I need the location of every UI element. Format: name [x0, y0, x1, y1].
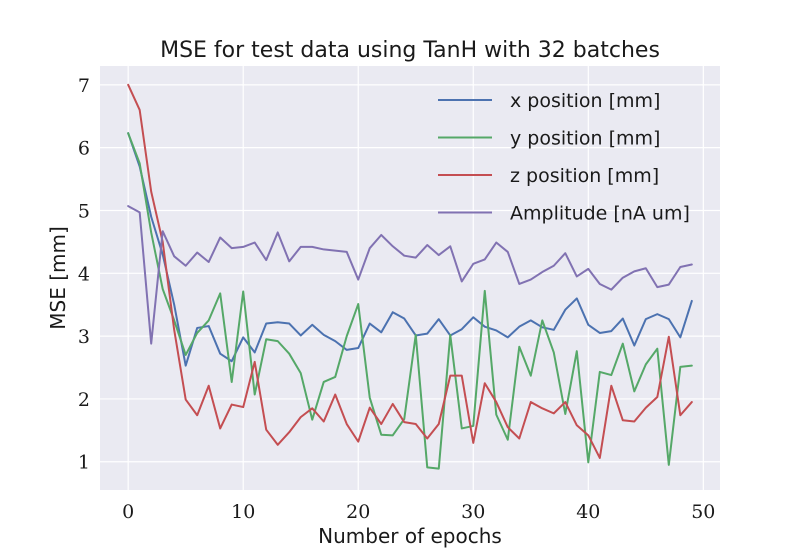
x-tick-label: 50 — [691, 501, 715, 523]
x-tick-label: 20 — [346, 501, 370, 523]
series-line-2 — [127, 83, 693, 459]
series-line-1 — [127, 132, 693, 470]
legend-label: y position [mm] — [510, 128, 660, 150]
legend-label: Amplitude [nA um] — [510, 203, 690, 225]
plot-background — [100, 66, 720, 490]
series-line-0 — [127, 132, 693, 367]
legend: x position [mm] y position [mm] z position… — [438, 90, 690, 225]
y-axis-label: MSE [mm] — [46, 226, 70, 330]
y-tick-label: 5 — [78, 200, 90, 222]
y-tick-label: 2 — [78, 389, 90, 411]
y-tick-label: 7 — [78, 75, 90, 97]
y-tick-label: 3 — [78, 326, 90, 348]
legend-label: z position [mm] — [510, 165, 659, 187]
legend-label: x position [mm] — [510, 90, 660, 112]
chart-title: MSE for test data using TanH with 32 bat… — [160, 38, 660, 63]
x-tick-label: 40 — [576, 501, 600, 523]
series-line-3 — [127, 205, 693, 345]
y-tick-label: 4 — [78, 263, 90, 285]
y-tick-label: 1 — [78, 452, 90, 474]
x-tick-label: 10 — [231, 501, 255, 523]
y-tick-label: 6 — [78, 138, 90, 160]
x-tick-labels: 0 10 20 30 40 50 — [122, 501, 715, 523]
series-lines — [127, 83, 693, 470]
x-tick-label: 0 — [122, 501, 134, 523]
y-tick-labels: 1 2 3 4 5 6 7 — [78, 75, 90, 474]
x-tick-label: 30 — [461, 501, 485, 523]
x-axis-label: Number of epochs — [318, 524, 502, 548]
